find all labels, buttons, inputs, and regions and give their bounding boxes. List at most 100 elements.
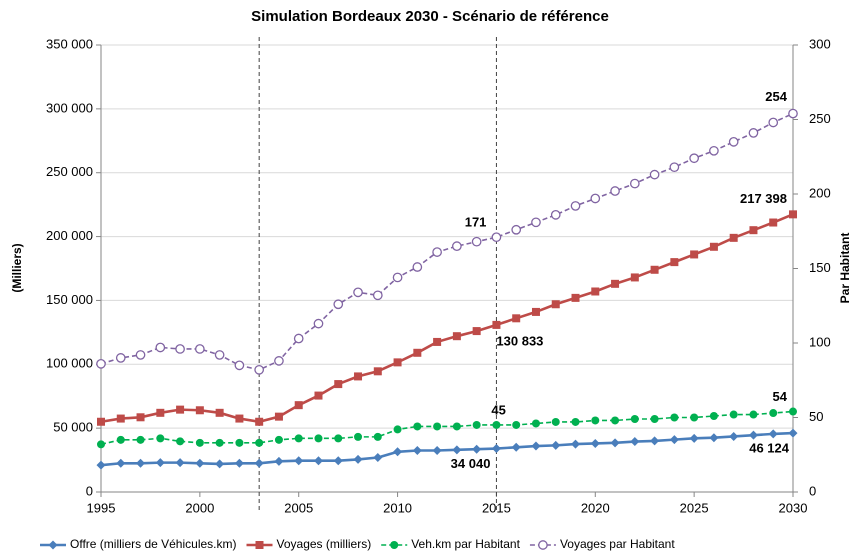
- x-tick-label: 2025: [680, 500, 709, 515]
- marker: [413, 422, 422, 431]
- marker: [650, 436, 660, 446]
- marker: [116, 414, 125, 423]
- marker: [235, 414, 244, 423]
- marker: [590, 438, 600, 448]
- marker: [390, 541, 399, 549]
- marker: [670, 413, 679, 422]
- marker: [551, 300, 560, 309]
- marker: [472, 444, 482, 454]
- marker: [234, 360, 245, 371]
- marker: [314, 391, 323, 400]
- data-label: 34 040: [451, 456, 491, 471]
- marker: [512, 314, 521, 323]
- marker: [452, 332, 461, 341]
- y-tick-label: 100 000: [46, 356, 93, 371]
- marker: [669, 162, 680, 173]
- marker: [135, 350, 146, 360]
- marker: [313, 456, 323, 466]
- y2-tick-label: 50: [809, 409, 823, 424]
- y-tick-label: 50 000: [53, 420, 93, 435]
- marker: [195, 344, 205, 354]
- marker: [531, 217, 541, 228]
- marker: [412, 445, 422, 455]
- marker: [293, 333, 304, 344]
- marker: [176, 405, 185, 414]
- marker: [333, 299, 344, 310]
- marker: [728, 137, 739, 147]
- marker: [294, 401, 303, 410]
- marker: [433, 422, 442, 431]
- marker: [255, 541, 264, 549]
- marker: [255, 417, 264, 426]
- marker: [571, 439, 581, 449]
- marker: [48, 540, 58, 550]
- marker: [748, 128, 759, 138]
- marker: [689, 433, 699, 443]
- marker: [491, 444, 501, 454]
- y-tick-label: 250 000: [46, 164, 93, 179]
- marker: [373, 367, 382, 376]
- y2-tick-label: 100: [809, 334, 831, 349]
- marker: [538, 540, 548, 550]
- legend-label: Voyages (milliers): [277, 537, 372, 551]
- marker: [235, 438, 244, 447]
- marker: [314, 434, 323, 443]
- marker: [97, 440, 105, 449]
- marker: [571, 417, 580, 426]
- marker: [492, 320, 501, 329]
- marker: [570, 201, 581, 211]
- marker: [769, 218, 778, 227]
- marker: [571, 293, 580, 302]
- marker: [610, 438, 620, 448]
- marker: [452, 422, 461, 431]
- y-tick-label: 0: [86, 483, 93, 498]
- marker: [294, 456, 304, 466]
- data-label: 46 124: [749, 441, 790, 456]
- x-tick-label: 1995: [87, 500, 116, 515]
- marker: [669, 435, 679, 445]
- marker: [630, 273, 639, 282]
- marker: [591, 416, 600, 425]
- marker: [254, 364, 265, 375]
- marker: [591, 287, 600, 296]
- legend-label: Veh.km par Habitant: [411, 537, 520, 551]
- chart-title: Simulation Bordeaux 2030 - Scénario de r…: [251, 8, 609, 25]
- y2-tick-label: 250: [809, 111, 831, 126]
- marker: [729, 410, 738, 419]
- legend-item: Voyages (milliers): [246, 537, 372, 551]
- marker: [690, 250, 699, 259]
- marker: [413, 348, 422, 357]
- marker: [649, 169, 660, 180]
- legend-label: Offre (milliers de Véhicules.km): [70, 537, 237, 551]
- marker: [433, 337, 442, 346]
- marker: [749, 226, 758, 235]
- marker: [590, 193, 601, 204]
- y-tick-label: 200 000: [46, 228, 93, 243]
- y-axis-title: (Milliers): [10, 243, 24, 292]
- marker: [749, 410, 758, 419]
- data-label: 171: [465, 215, 487, 230]
- marker: [136, 458, 146, 468]
- marker: [393, 447, 403, 457]
- marker: [96, 460, 106, 470]
- marker: [709, 242, 718, 251]
- marker: [116, 435, 125, 444]
- data-label: 130 833: [496, 333, 543, 348]
- y2-tick-label: 150: [809, 260, 831, 275]
- marker: [334, 380, 343, 389]
- marker: [491, 232, 502, 243]
- legend-item: Voyages par Habitant: [529, 537, 675, 551]
- marker: [393, 358, 402, 367]
- marker: [214, 350, 225, 360]
- marker: [274, 435, 283, 444]
- legend-item: Veh.km par Habitant: [381, 537, 521, 551]
- marker: [156, 434, 165, 443]
- marker: [195, 458, 205, 468]
- marker: [353, 287, 363, 298]
- marker: [393, 425, 402, 434]
- x-tick-label: 2005: [284, 500, 313, 515]
- marker: [472, 327, 481, 336]
- marker: [155, 342, 166, 353]
- marker: [690, 413, 699, 422]
- legend-item: Offre (milliers de Véhicules.km): [40, 537, 237, 551]
